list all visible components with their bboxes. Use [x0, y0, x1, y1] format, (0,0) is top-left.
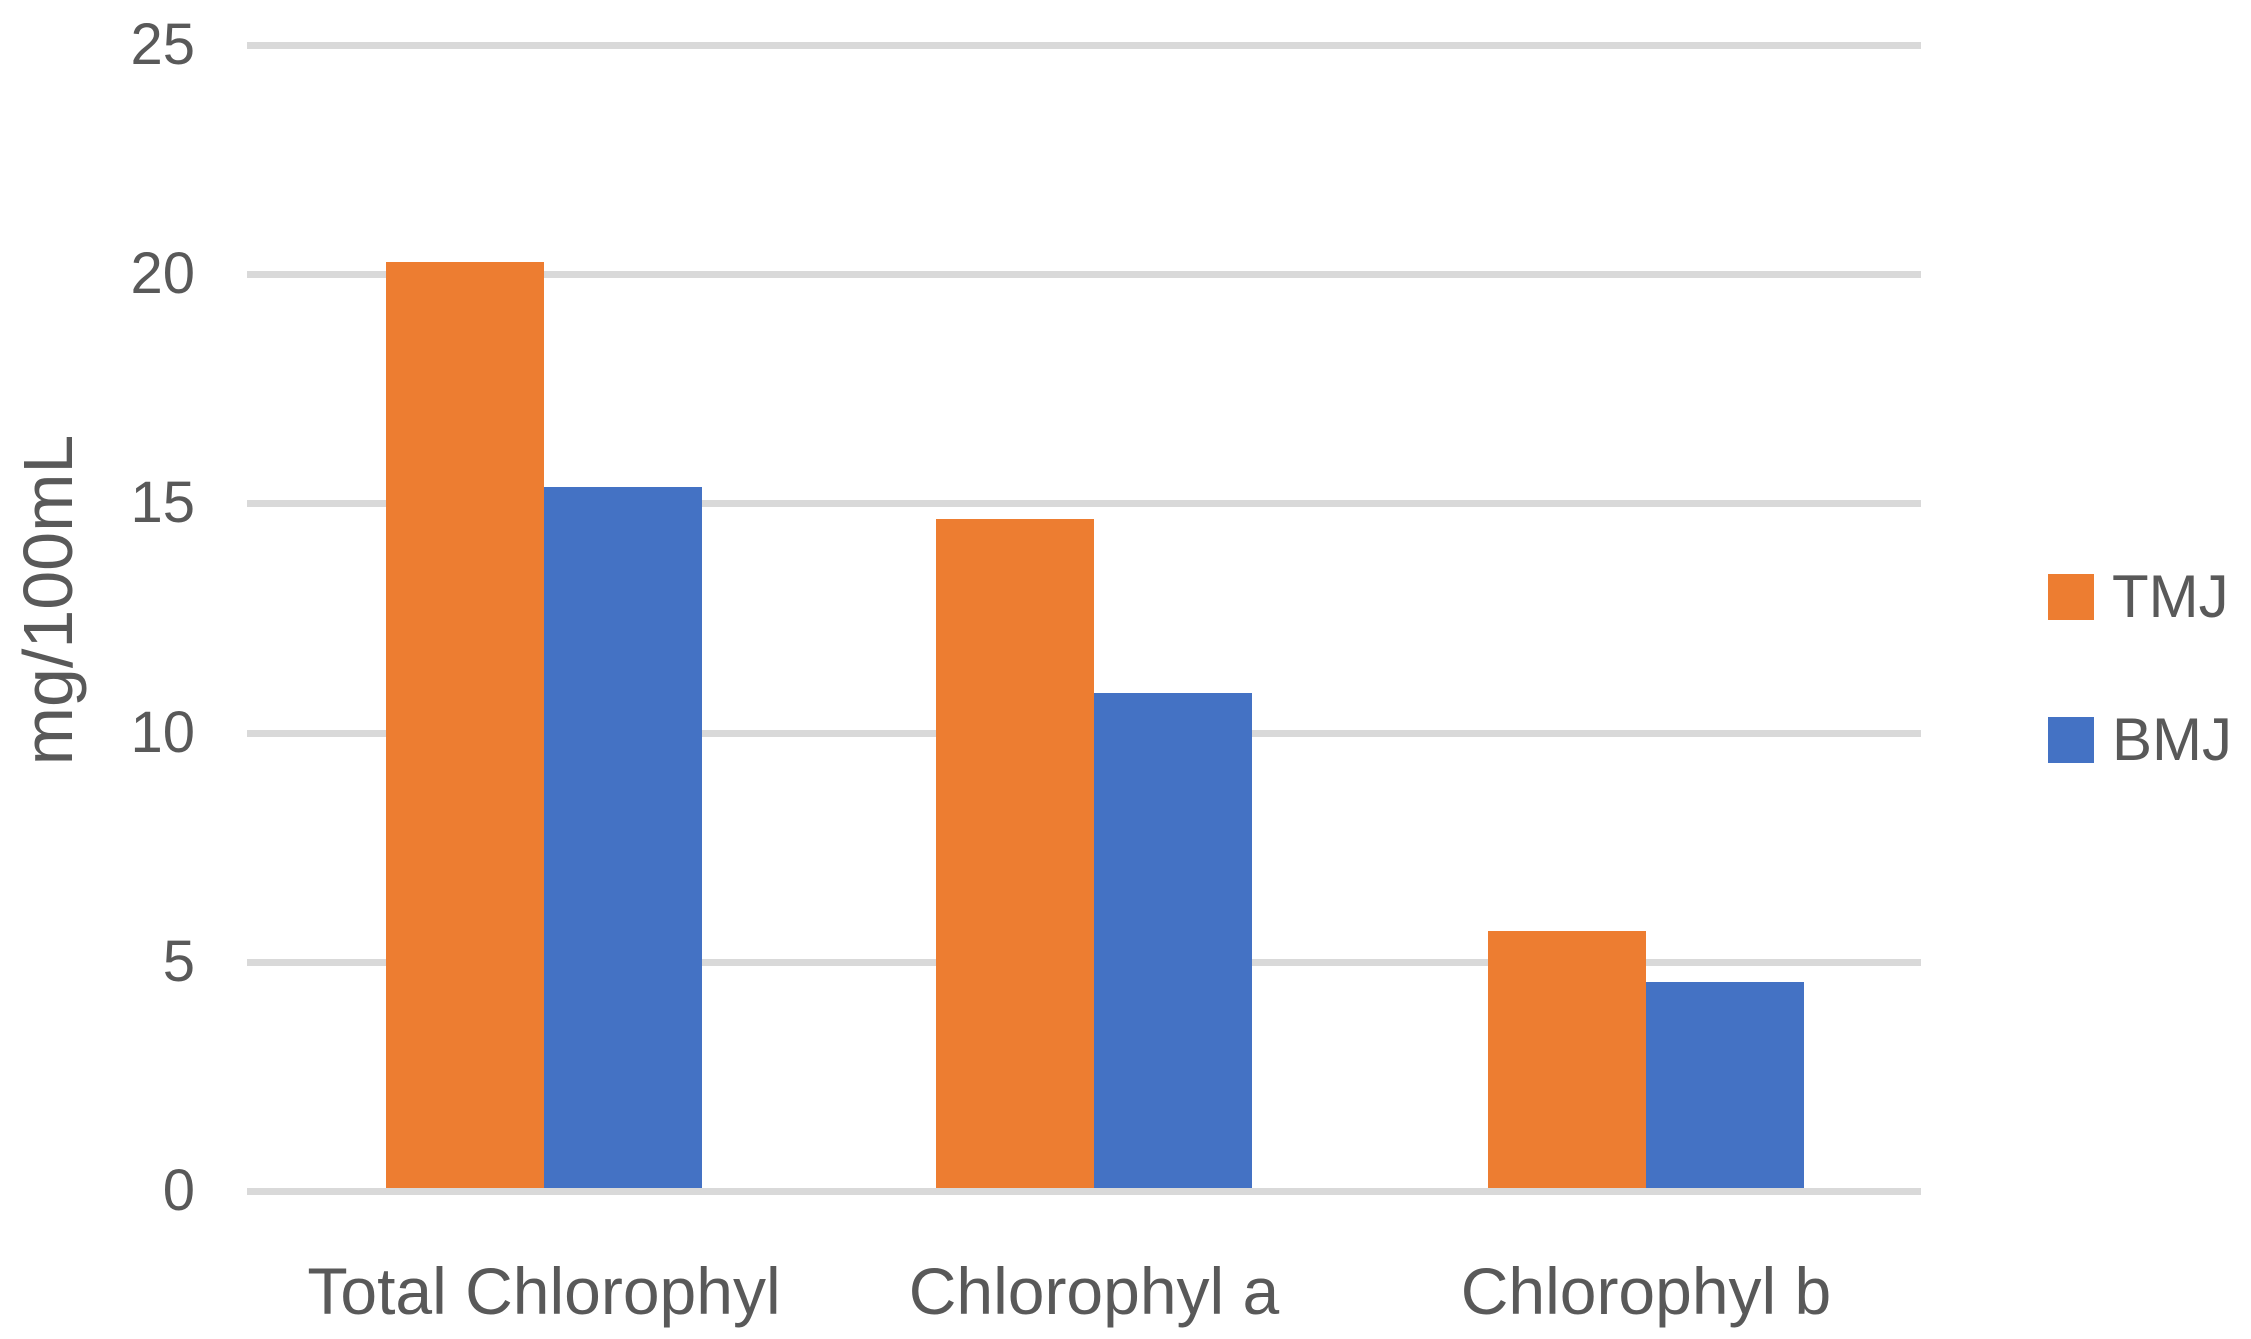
- legend-item-bmj: BMJ: [2048, 702, 2232, 778]
- legend-label: TMJ: [2112, 563, 2229, 630]
- x-category-label: Total Chlorophyl: [307, 1254, 781, 1328]
- gridline: [247, 1188, 1921, 1195]
- bar-tmj-3: [1488, 931, 1646, 1188]
- x-category-label: Chlorophyl a: [908, 1254, 1280, 1328]
- y-tick-label: 5: [162, 928, 195, 994]
- x-category-label: Chlorophyl b: [1460, 1254, 1832, 1328]
- bar-bmj-1: [544, 487, 702, 1188]
- bar-tmj-2: [936, 519, 1094, 1188]
- gridline: [247, 271, 1921, 279]
- legend-swatch-tmj: [2048, 574, 2094, 620]
- bar-bmj-3: [1646, 982, 1804, 1188]
- bar-bmj-2: [1094, 693, 1252, 1188]
- gridline: [247, 42, 1921, 49]
- legend-item-tmj: TMJ: [2048, 559, 2229, 635]
- y-tick-label: 10: [130, 699, 195, 765]
- y-tick-label: 0: [162, 1158, 195, 1223]
- legend-label: BMJ: [2112, 706, 2232, 773]
- legend-swatch-bmj: [2048, 717, 2094, 763]
- y-tick-label: 20: [130, 241, 195, 307]
- gridline: [247, 500, 1921, 508]
- bar-tmj-1: [386, 262, 544, 1188]
- y-tick-label: 25: [130, 12, 195, 77]
- y-tick-label: 15: [130, 470, 195, 536]
